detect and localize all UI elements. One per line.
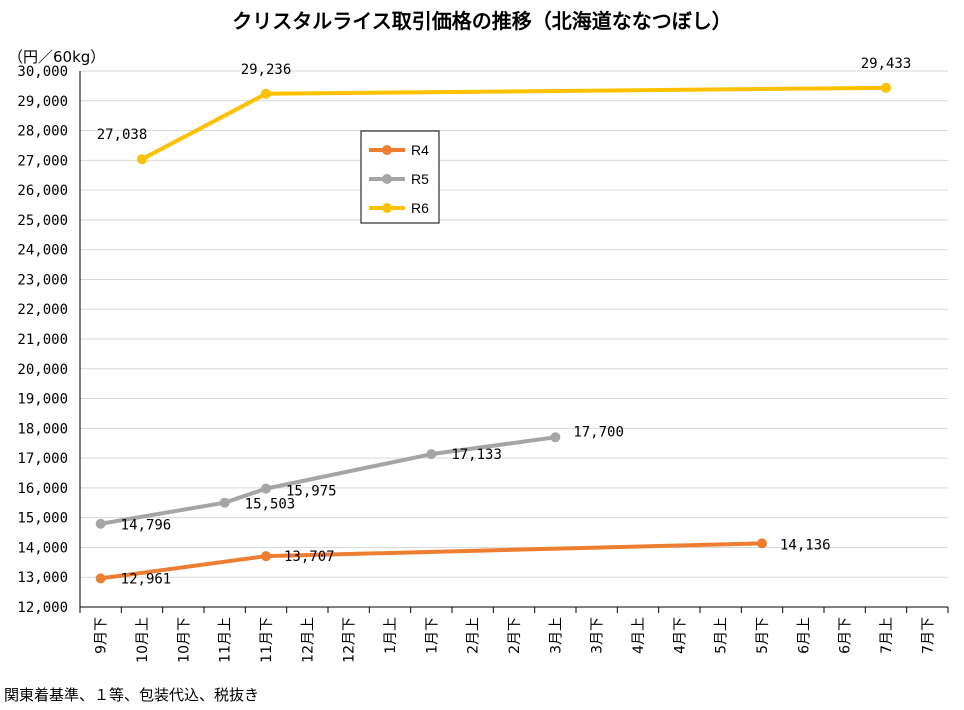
- data-point-R5: [550, 432, 561, 443]
- data-label-R6: 27,038: [97, 127, 148, 143]
- footnote: 関東着基準、１等、包装代込、税抜き: [4, 686, 260, 704]
- x-tick-label: 10月上: [135, 617, 151, 663]
- x-tick-label: 1月上: [383, 617, 399, 654]
- data-point-R4: [757, 538, 767, 549]
- data-label-R6: 29,433: [861, 56, 912, 72]
- x-tick-label: 1月下: [424, 617, 440, 654]
- series-line-R6: [140, 85, 888, 162]
- data-label-R4: 13,707: [284, 549, 335, 565]
- y-axis-label: （円／60kg）: [8, 48, 105, 66]
- x-tick-label: 3月下: [590, 617, 606, 654]
- y-tick-labels: 12,000 13,000 14,000 15,000 16,000 17,000 18,0…: [17, 64, 68, 616]
- x-tick-label: 2月上: [466, 617, 482, 654]
- x-tick-label: 2月下: [507, 617, 523, 654]
- x-tick-label: 6月下: [838, 617, 854, 654]
- series-lines: [95, 82, 891, 584]
- data-label-R5: 15,975: [286, 484, 337, 500]
- data-point-R5: [261, 483, 271, 494]
- data-point-R4: [261, 551, 271, 562]
- y-tick-label: 23,000: [17, 272, 68, 288]
- legend-label: R5: [411, 171, 429, 187]
- data-label-R4: 12,961: [121, 571, 172, 587]
- x-tick-label: 11月下: [259, 617, 275, 663]
- x-tick-label: 9月下: [94, 617, 110, 654]
- y-tick-label: 25,000: [17, 213, 68, 229]
- y-tick-label: 24,000: [17, 243, 68, 259]
- x-tick-label: 7月下: [920, 617, 936, 654]
- y-tick-label: 22,000: [17, 302, 68, 318]
- y-tick-label: 28,000: [17, 124, 68, 140]
- legend: R4 R5 R6: [360, 130, 440, 224]
- y-tick-label: 15,000: [17, 511, 68, 527]
- y-tick-label: 14,000: [17, 540, 68, 556]
- legend-label: R4: [411, 142, 429, 158]
- chart-title: クリスタルライス取引価格の推移（北海道ななつぼし）: [232, 9, 732, 33]
- data-point-R4: [95, 573, 106, 584]
- y-tick-label: 30,000: [17, 64, 68, 80]
- x-tick-label: 12月下: [342, 617, 358, 663]
- data-label-R6: 29,236: [241, 62, 292, 78]
- legend-label: R6: [411, 200, 429, 216]
- y-tick-label: 29,000: [17, 94, 68, 110]
- data-point-R5: [95, 518, 106, 529]
- y-tick-label: 13,000: [17, 570, 68, 586]
- y-tick-label: 21,000: [17, 332, 68, 348]
- data-label-R5: 17,700: [573, 424, 624, 440]
- grid-lines: [80, 70, 948, 608]
- legend-swatch-marker: [382, 203, 392, 213]
- y-tick-label: 16,000: [17, 481, 68, 497]
- data-label-R5: 17,133: [451, 447, 502, 463]
- y-tick-label: 26,000: [17, 183, 68, 199]
- x-tick-label: 5月下: [755, 617, 771, 654]
- y-tick-label: 19,000: [17, 392, 68, 408]
- axes: [79, 71, 949, 613]
- x-tick-label: 7月上: [879, 617, 895, 654]
- data-label-R5: 15,503: [245, 497, 296, 513]
- legend-swatch-marker: [382, 174, 392, 184]
- x-tick-label: 4月下: [672, 617, 688, 654]
- data-label-R5: 14,796: [121, 518, 172, 534]
- y-tick-label: 17,000: [17, 451, 68, 467]
- x-tick-label: 3月上: [548, 617, 564, 654]
- x-tick-labels: 9月下 10月上 10月下 11月上 11月下 12月上 12月下 1月上 1月下 2月上 2月下 3…: [94, 617, 937, 663]
- data-point-R6: [137, 154, 147, 165]
- data-point-R6: [881, 82, 891, 93]
- x-tick-label: 10月下: [176, 617, 192, 663]
- series-line-R4: [98, 541, 764, 581]
- data-point-R5: [219, 497, 230, 508]
- y-tick-label: 27,000: [17, 153, 68, 169]
- x-tick-label: 5月上: [714, 617, 730, 654]
- data-label-R4: 14,136: [780, 537, 831, 553]
- y-tick-label: 12,000: [17, 600, 68, 616]
- data-point-R6: [261, 88, 271, 99]
- x-tick-label: 6月上: [796, 617, 812, 654]
- x-tick-label: 11月上: [218, 617, 234, 663]
- x-tick-label: 12月上: [300, 617, 316, 663]
- x-tick-label: 4月上: [631, 617, 647, 654]
- y-tick-label: 20,000: [17, 362, 68, 378]
- legend-swatch-marker: [382, 145, 392, 155]
- data-point-R5: [426, 449, 437, 460]
- y-tick-label: 18,000: [17, 421, 68, 437]
